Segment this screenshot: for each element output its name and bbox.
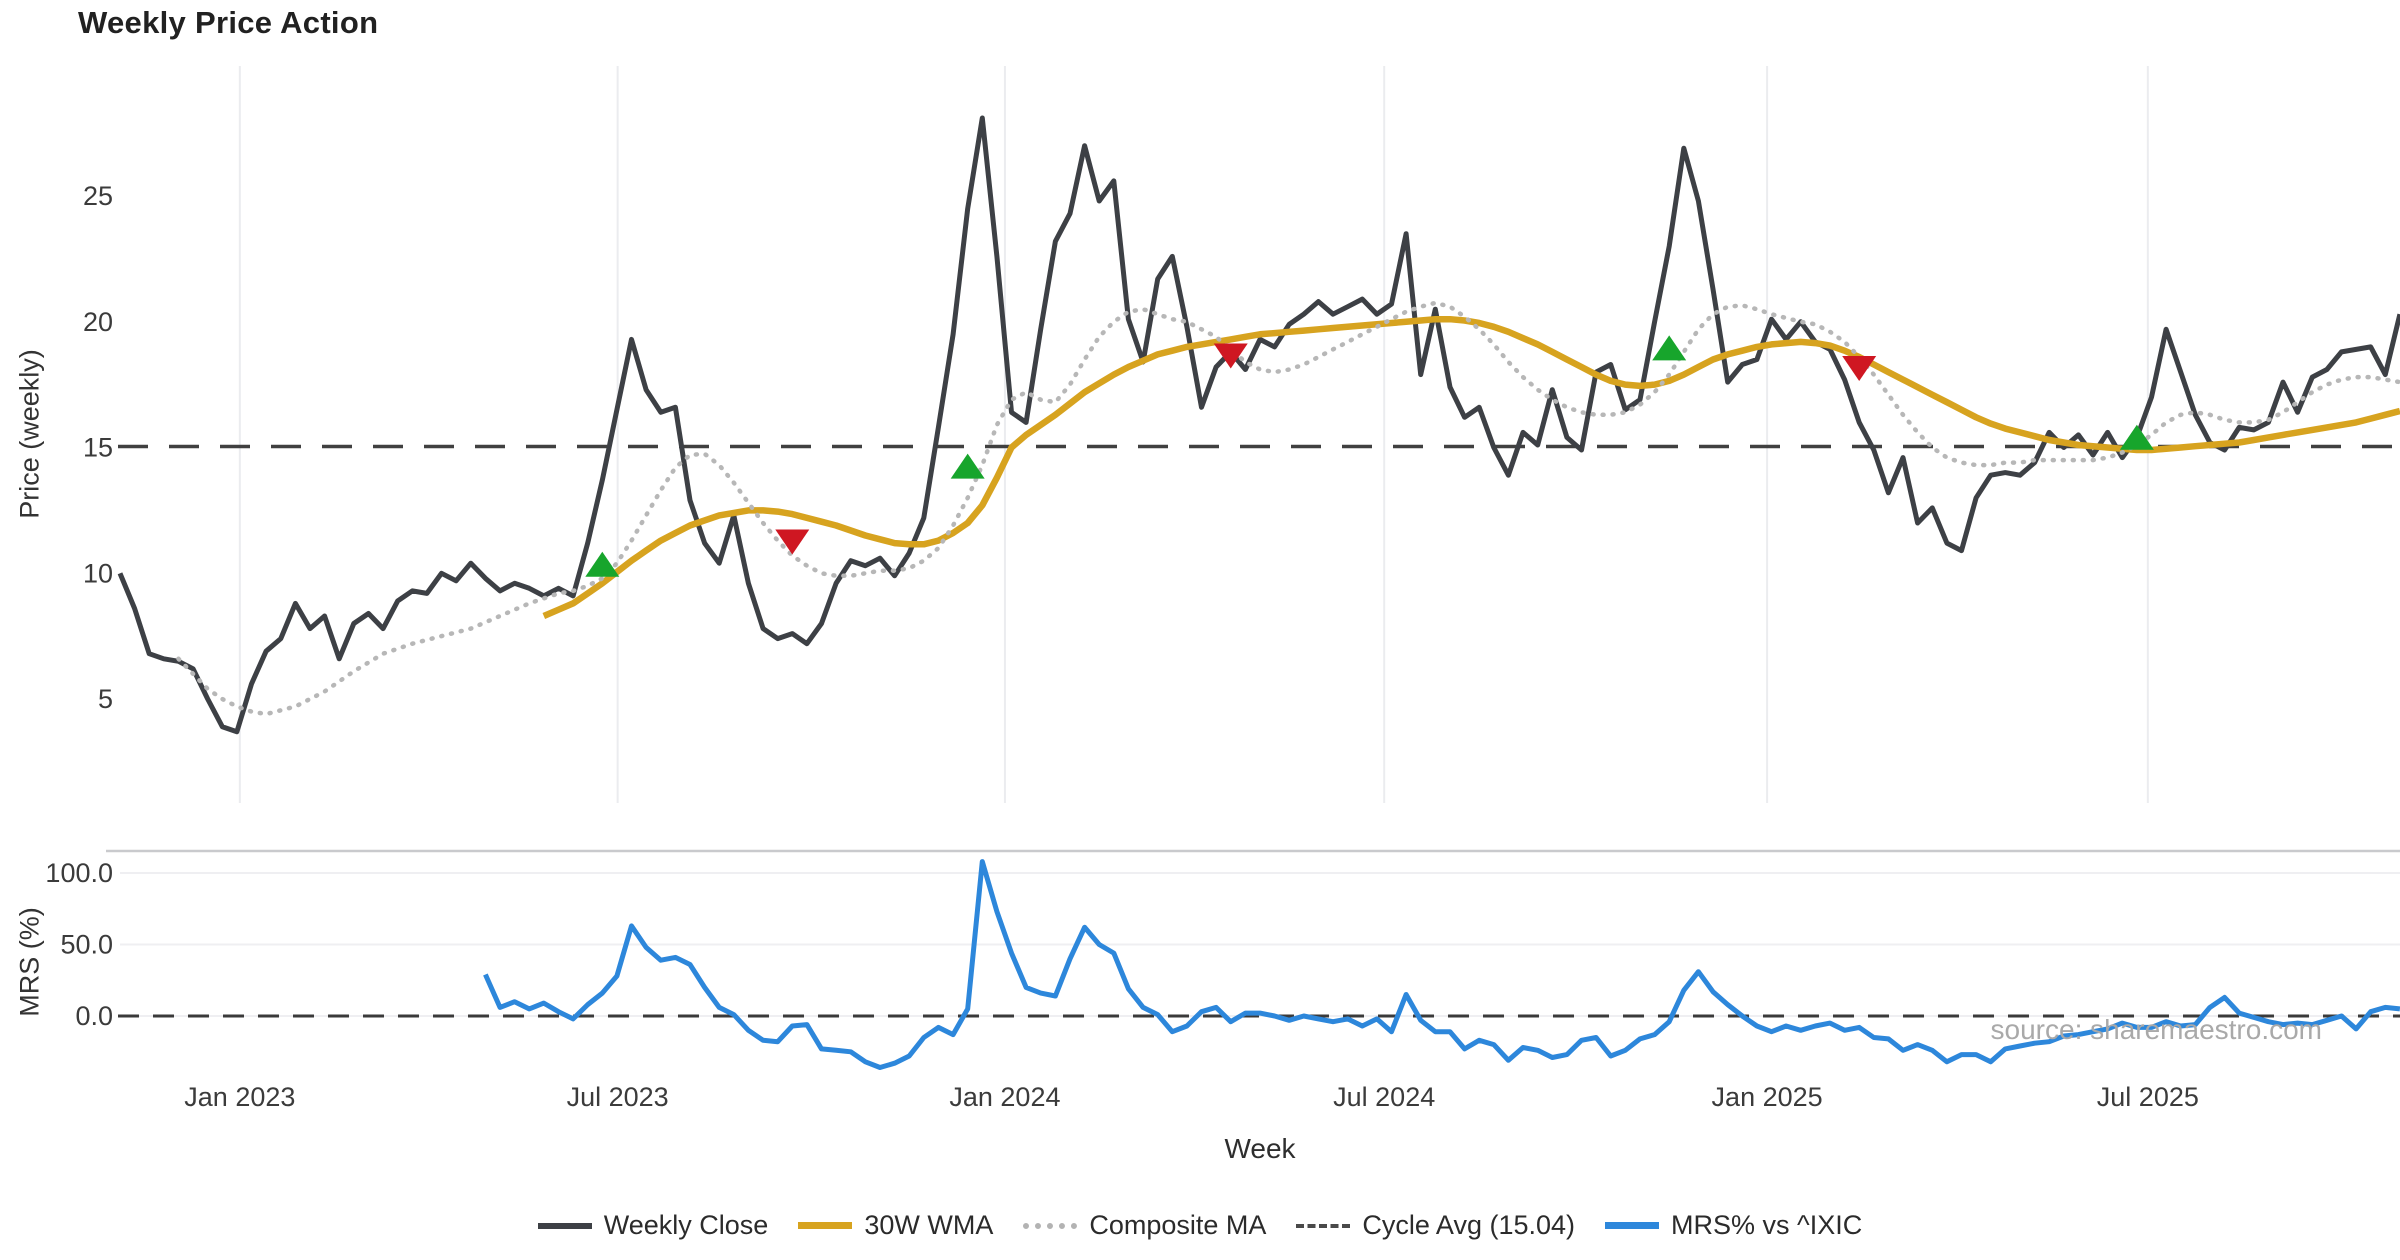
legend-item-mrs: MRS% vs ^IXIC (1605, 1210, 1862, 1241)
buy-signal-triangle-icon (585, 551, 620, 577)
composite-ma-line-icon (1023, 1222, 1078, 1229)
price-y-tick-label: 5 (98, 684, 113, 714)
legend-item-weekly-close: Weekly Close (537, 1210, 769, 1241)
legend-label: MRS% vs ^IXIC (1671, 1210, 1863, 1240)
x-tick-label: Jan 2025 (1712, 1082, 1823, 1112)
sell-signal-triangle-icon (1213, 343, 1248, 369)
x-tick-label: Jul 2023 (567, 1082, 669, 1112)
page-title: Weekly Price Action (78, 5, 379, 40)
chart-legend: Weekly Close 30W WMA Composite MA Cycle … (0, 1210, 2400, 1241)
legend-label: Cycle Avg (15.04) (1362, 1210, 1576, 1240)
price-y-tick-label: 20 (83, 307, 113, 337)
price-y-tick-label: 15 (83, 433, 113, 463)
mrs-y-tick-label: 0.0 (75, 1001, 113, 1031)
composite-ma-line (176, 300, 2400, 717)
source-watermark: source: sharemaestro.com (1990, 1014, 2322, 1045)
weekly-close-line-icon (537, 1222, 592, 1229)
mrs-line-icon (1605, 1222, 1660, 1229)
x-tick-label: Jan 2023 (184, 1082, 295, 1112)
x-tick-label: Jul 2024 (1333, 1082, 1435, 1112)
x-tick-label: Jan 2024 (949, 1082, 1060, 1112)
legend-label: Weekly Close (603, 1210, 769, 1240)
sell-signal-triangle-icon (775, 529, 810, 555)
cycle-avg-line-icon (1296, 1223, 1351, 1228)
legend-item-30w-wma: 30W WMA (798, 1210, 993, 1241)
legend-item-cycle-avg: Cycle Avg (15.04) (1296, 1210, 1575, 1241)
mrs-y-tick-label: 50.0 (60, 930, 113, 960)
price-y-tick-label: 25 (83, 181, 113, 211)
buy-signal-triangle-icon (950, 453, 985, 479)
buy-signal-triangle-icon (2119, 424, 2154, 450)
price-y-tick-label: 10 (83, 558, 113, 588)
buy-signal-triangle-icon (1652, 335, 1687, 361)
legend-label: 30W WMA (864, 1210, 994, 1240)
wma-line (542, 315, 2400, 619)
x-axis-title: Week (1224, 1133, 1296, 1164)
mrs-y-tick-label: 100.0 (45, 858, 113, 888)
wma-line-icon (798, 1222, 853, 1229)
x-tick-label: Jul 2025 (2097, 1082, 2199, 1112)
legend-label: Composite MA (1089, 1210, 1267, 1240)
sell-signal-triangle-icon (1842, 356, 1877, 382)
legend-item-composite-ma: Composite MA (1023, 1210, 1266, 1241)
mrs-line (483, 859, 2400, 1070)
weekly-close-line (117, 115, 2400, 735)
